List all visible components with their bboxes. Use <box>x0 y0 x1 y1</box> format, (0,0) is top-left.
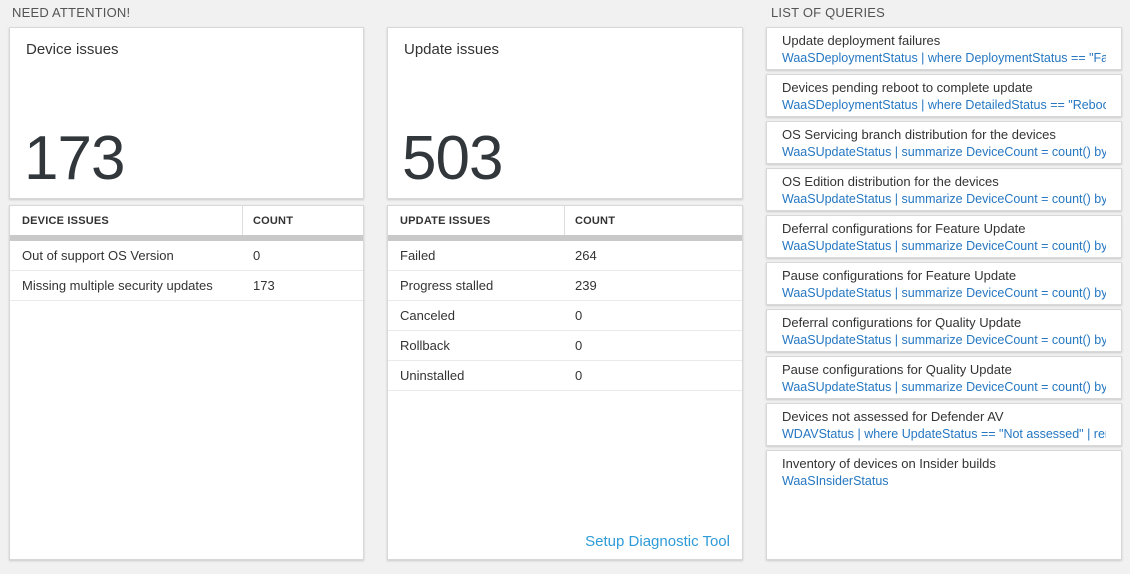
update-issues-label: Update issues <box>404 41 500 58</box>
table-row[interactable]: Failed 264 <box>388 241 742 271</box>
query-title: Devices pending reboot to complete updat… <box>782 80 1033 95</box>
query-card[interactable]: OS Edition distribution for the devices … <box>766 168 1122 211</box>
query-card[interactable]: Pause configurations for Feature Update … <box>766 262 1122 305</box>
row-label: Missing multiple security updates <box>22 278 213 293</box>
device-issues-column: Device issues 173 DEVICE ISSUES COUNT Ou… <box>9 27 364 560</box>
query-card[interactable]: Inventory of devices on Insider builds W… <box>766 450 1122 560</box>
query-text: WaaSDeploymentStatus | where DeploymentS… <box>782 51 1106 65</box>
update-issues-count: 503 <box>402 124 503 193</box>
row-label: Failed <box>400 248 436 263</box>
device-issues-tile[interactable]: Device issues 173 <box>9 27 364 199</box>
row-label: Out of support OS Version <box>22 248 174 263</box>
query-text: WaaSUpdateStatus | summarize DeviceCount… <box>782 333 1106 347</box>
row-count: 239 <box>575 278 597 293</box>
row-label: Progress stalled <box>400 278 494 293</box>
update-issues-table-header: UPDATE ISSUES COUNT <box>388 206 742 235</box>
update-issues-header-label: UPDATE ISSUES <box>388 206 565 235</box>
count-header-label: COUNT <box>253 214 294 227</box>
device-issues-table-body: Out of support OS Version 0 Missing mult… <box>10 241 363 301</box>
row-count: 0 <box>575 368 583 383</box>
query-title: Deferral configurations for Feature Upda… <box>782 221 1026 236</box>
device-issues-table: DEVICE ISSUES COUNT Out of support OS Ve… <box>9 205 364 560</box>
query-title: Inventory of devices on Insider builds <box>782 456 996 471</box>
query-title: Deferral configurations for Quality Upda… <box>782 315 1022 330</box>
table-header-divider-bar <box>388 235 742 241</box>
table-row[interactable]: Rollback 0 <box>388 331 742 361</box>
query-title: OS Edition distribution for the devices <box>782 174 999 189</box>
query-title: OS Servicing branch distribution for the… <box>782 127 1056 142</box>
update-issues-table: UPDATE ISSUES COUNT Failed 264 Progress … <box>387 205 743 560</box>
update-issues-table-body: Failed 264 Progress stalled 239 Canceled… <box>388 241 742 391</box>
query-card[interactable]: Devices not assessed for Defender AV WDA… <box>766 403 1122 446</box>
query-title: Pause configurations for Feature Update <box>782 268 1017 283</box>
count-header-label: COUNT <box>575 214 616 227</box>
row-count: 173 <box>253 278 275 293</box>
query-card[interactable]: Devices pending reboot to complete updat… <box>766 74 1122 117</box>
update-issues-column: Update issues 503 UPDATE ISSUES COUNT Fa… <box>387 27 743 560</box>
query-card[interactable]: OS Servicing branch distribution for the… <box>766 121 1122 164</box>
row-label: Uninstalled <box>400 368 465 383</box>
query-title: Pause configurations for Quality Update <box>782 362 1012 377</box>
query-card[interactable]: Deferral configurations for Quality Upda… <box>766 309 1122 352</box>
row-count: 0 <box>575 338 583 353</box>
table-row[interactable]: Uninstalled 0 <box>388 361 742 391</box>
query-text: WaaSDeploymentStatus | where DetailedSta… <box>782 98 1106 112</box>
query-card[interactable]: Pause configurations for Quality Update … <box>766 356 1122 399</box>
query-text: WaaSUpdateStatus | summarize DeviceCount… <box>782 145 1106 159</box>
device-issues-header-label: DEVICE ISSUES <box>10 206 243 235</box>
table-row[interactable]: Canceled 0 <box>388 301 742 331</box>
query-text: WDAVStatus | where UpdateStatus == "Not … <box>782 427 1106 441</box>
setup-diagnostic-tool-link[interactable]: Setup Diagnostic Tool <box>585 533 730 550</box>
query-card[interactable]: Deferral configurations for Feature Upda… <box>766 215 1122 258</box>
device-issues-count: 173 <box>24 124 125 193</box>
device-issues-label: Device issues <box>26 41 119 58</box>
query-card[interactable]: Update deployment failures WaaSDeploymen… <box>766 27 1122 70</box>
table-row[interactable]: Progress stalled 239 <box>388 271 742 301</box>
row-count: 0 <box>575 308 583 323</box>
row-label: Canceled <box>400 308 455 323</box>
update-issues-tile[interactable]: Update issues 503 <box>387 27 743 199</box>
device-issues-table-header: DEVICE ISSUES COUNT <box>10 206 363 235</box>
table-header-divider-bar <box>10 235 363 241</box>
row-label: Rollback <box>400 338 450 353</box>
query-text: WaaSUpdateStatus | summarize DeviceCount… <box>782 286 1106 300</box>
row-count: 0 <box>253 248 261 263</box>
row-count: 264 <box>575 248 597 263</box>
query-title: Devices not assessed for Defender AV <box>782 409 1004 424</box>
section-title-list-of-queries: LIST OF QUERIES <box>771 5 886 20</box>
query-text: WaaSInsiderStatus <box>782 474 889 488</box>
query-text: WaaSUpdateStatus | summarize DeviceCount… <box>782 239 1106 253</box>
table-row[interactable]: Out of support OS Version 0 <box>10 241 363 271</box>
section-title-need-attention: NEED ATTENTION! <box>12 5 131 20</box>
query-text: WaaSUpdateStatus | summarize DeviceCount… <box>782 192 1106 206</box>
query-title: Update deployment failures <box>782 33 941 48</box>
table-row[interactable]: Missing multiple security updates 173 <box>10 271 363 301</box>
list-of-queries-panel: Update deployment failures WaaSDeploymen… <box>766 27 1122 560</box>
query-text: WaaSUpdateStatus | summarize DeviceCount… <box>782 380 1106 394</box>
